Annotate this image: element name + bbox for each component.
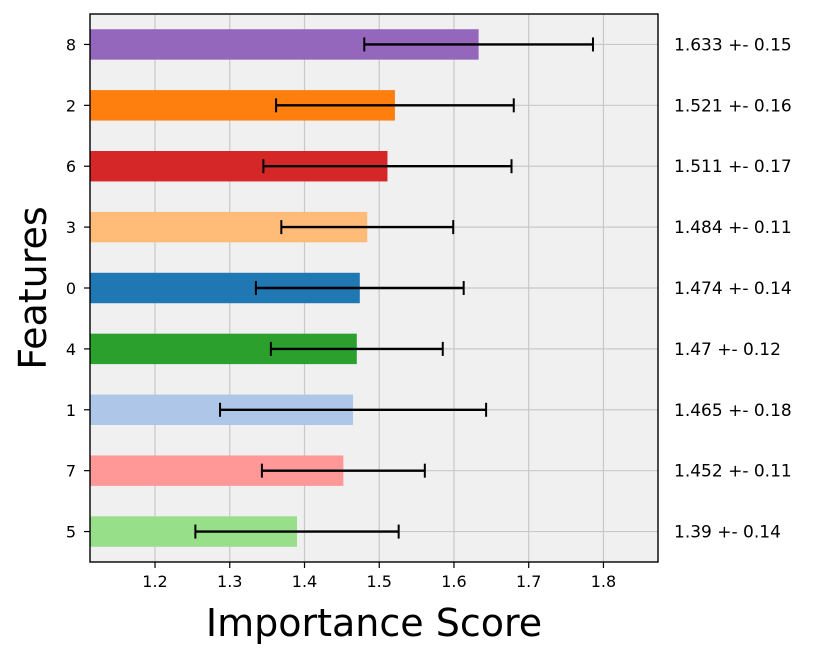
y-tick-label: 0	[66, 279, 76, 298]
x-axis-title: Importance Score	[206, 601, 542, 645]
y-axis-ticks: 8 2 6 3 0 4 1 7 5	[66, 35, 90, 542]
x-tick-label: 1.2	[142, 572, 167, 591]
y-tick-label: 4	[66, 340, 76, 359]
x-tick-label: 1.7	[516, 572, 541, 591]
x-tick-label: 1.4	[292, 572, 317, 591]
y-tick-label: 5	[66, 523, 76, 542]
y-tick-label: 6	[66, 157, 76, 176]
y-tick-label: 8	[66, 35, 76, 54]
value-annotation: 1.452 +- 0.11	[674, 462, 792, 482]
x-axis-ticks: 1.2 1.3 1.4 1.5 1.6 1.7 1.8	[142, 562, 616, 591]
value-annotation: 1.47 +- 0.12	[674, 340, 781, 360]
x-tick-label: 1.8	[591, 572, 616, 591]
y-tick-label: 7	[66, 462, 76, 481]
y-axis-title: Features	[11, 206, 55, 369]
y-tick-label: 1	[66, 401, 76, 420]
x-tick-label: 1.6	[441, 572, 466, 591]
value-annotation: 1.633 +- 0.15	[674, 35, 792, 55]
y-tick-label: 3	[66, 218, 76, 237]
value-annotation: 1.474 +- 0.14	[674, 279, 792, 299]
value-annotation: 1.511 +- 0.17	[674, 157, 792, 177]
x-tick-label: 1.3	[217, 572, 242, 591]
value-annotation: 1.39 +- 0.14	[674, 523, 781, 543]
value-annotation: 1.484 +- 0.11	[674, 218, 792, 238]
value-annotations: 1.633 +- 0.15 1.521 +- 0.16 1.511 +- 0.17 1…	[674, 35, 792, 542]
y-tick-label: 2	[66, 96, 76, 115]
value-annotation: 1.465 +- 0.18	[674, 401, 792, 421]
value-annotation: 1.521 +- 0.16	[674, 96, 792, 116]
x-tick-label: 1.5	[367, 572, 392, 591]
error-bars	[194, 37, 594, 539]
